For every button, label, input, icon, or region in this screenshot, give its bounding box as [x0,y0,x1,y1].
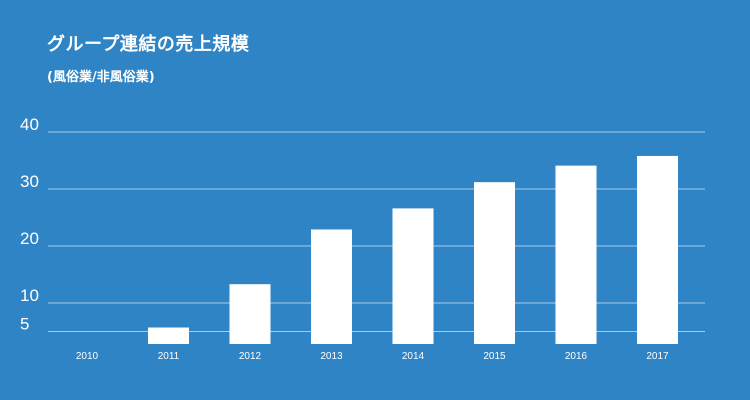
x-tick-label-2011: 2011 [158,351,180,362]
x-tick-label-2016: 2016 [565,351,588,362]
x-tick-label-2017: 2017 [646,351,669,362]
x-tick-label-2010: 2010 [76,351,99,362]
chart-title: グループ連結の売上規模 [47,34,250,55]
bar-2012 [229,284,271,344]
x-tick-label-2012: 2012 [239,351,262,362]
bar-2015 [474,182,515,344]
y-tick-label-20: 20 [20,229,39,248]
y-tick-label-10: 10 [20,286,39,305]
y-tick-label-5: 5 [20,315,29,334]
x-tick-label-2013: 2013 [320,351,343,362]
y-tick-label-30: 30 [20,172,39,191]
bar-2013 [311,229,352,344]
y-tick-label-40: 40 [20,115,39,134]
bar-2017 [637,155,678,344]
x-tick-label-2014: 2014 [402,351,425,362]
bar-2011 [148,327,189,344]
x-tick-label-2015: 2015 [483,351,506,362]
bar-2016 [555,165,597,344]
bar-2014 [392,208,434,344]
chart-subtitle: (風俗業/非風俗業) [47,70,155,85]
